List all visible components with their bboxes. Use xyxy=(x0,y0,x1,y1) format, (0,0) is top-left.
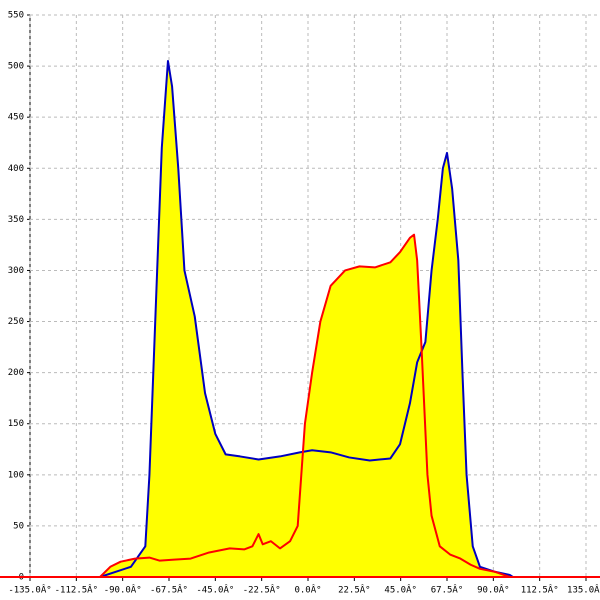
x-tick-label: -135.0Â° xyxy=(8,584,51,596)
y-tick-label: 250 xyxy=(8,317,24,327)
y-tick-label: 450 xyxy=(8,113,24,123)
y-tick-label: 200 xyxy=(8,368,24,378)
x-tick-label: 45.0Â° xyxy=(384,584,417,596)
area xyxy=(100,234,510,577)
x-tick-label: 67.5Â° xyxy=(431,584,464,596)
x-tick-label: 112.5Â° xyxy=(521,584,559,596)
y-tick-label: 350 xyxy=(8,215,24,225)
y-tick-label: 100 xyxy=(8,470,24,480)
x-tick-label: 135.0Â° xyxy=(567,584,600,596)
y-tick-label: 150 xyxy=(8,419,24,429)
y-tick-label: 550 xyxy=(8,11,24,21)
y-tick-label: 300 xyxy=(8,266,24,276)
series-line xyxy=(99,233,511,578)
x-tick-label: 0.0Â° xyxy=(294,584,321,596)
x-tick-label: -67.5Â° xyxy=(150,584,188,596)
y-tick-label: 500 xyxy=(8,62,24,72)
x-tick-label: -45.0Â° xyxy=(196,584,234,596)
x-tick-label: -112.5Â° xyxy=(55,584,98,596)
x-tick-label: 90.0Â° xyxy=(477,584,510,596)
x-tick-label: -90.0Â° xyxy=(104,584,142,596)
x-tick-label: 22.5Â° xyxy=(338,584,371,596)
series-line xyxy=(99,59,514,578)
x-tick-label: -22.5Â° xyxy=(243,584,281,596)
y-tick-label: 50 xyxy=(13,521,24,531)
y-tick-label: 400 xyxy=(8,164,24,174)
